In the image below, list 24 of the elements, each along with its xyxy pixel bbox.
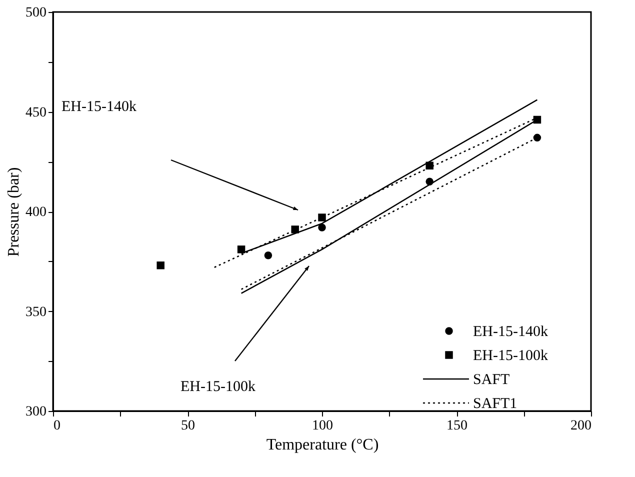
point bbox=[237, 246, 246, 254]
y-tick-label: 350 bbox=[26, 304, 46, 320]
legend-label: EH-15-140k bbox=[473, 324, 548, 340]
y-tick-label: 450 bbox=[26, 105, 46, 120]
point bbox=[318, 224, 326, 232]
y-axis-title: Pressure (bar) bbox=[6, 167, 22, 257]
x-axis-title: Temperature (°C) bbox=[266, 436, 379, 454]
y-tick-label: 300 bbox=[26, 404, 46, 420]
legend-label: EH-15-100k bbox=[473, 348, 548, 364]
x-tick-label: 50 bbox=[181, 418, 195, 434]
y-tick-label: 400 bbox=[26, 205, 46, 220]
x-tick-label: 0 bbox=[54, 418, 60, 434]
legend-label: SAFT bbox=[473, 372, 510, 388]
point bbox=[264, 252, 272, 260]
annotation: EH-15-100k bbox=[180, 379, 256, 395]
x-tick-label: 150 bbox=[446, 418, 468, 434]
x-tick-label: 200 bbox=[570, 418, 592, 434]
x-tick-label: 100 bbox=[312, 418, 333, 434]
y-tick-label: 500 bbox=[26, 6, 46, 20]
point bbox=[318, 214, 326, 222]
legend-label: SAFT1 bbox=[473, 396, 518, 412]
point bbox=[156, 261, 164, 270]
annotation: EH-15-140k bbox=[62, 99, 137, 115]
point bbox=[533, 134, 542, 142]
